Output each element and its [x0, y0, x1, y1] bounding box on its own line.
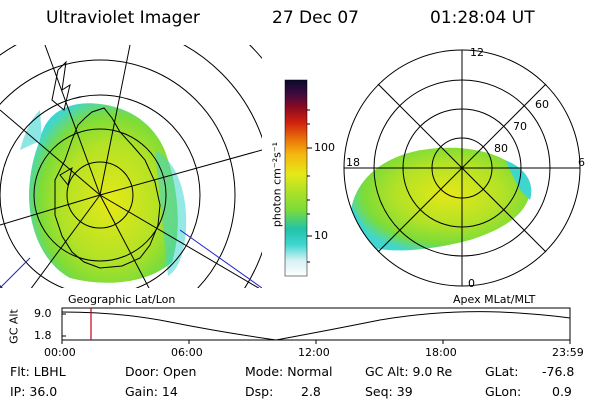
door-info: Door: Open [125, 364, 197, 379]
colorbar-unit-label: photon cm⁻²s⁻¹ [270, 141, 284, 228]
mlt-label-18: 18 [346, 156, 360, 169]
glon-value: 0.9 [552, 384, 572, 399]
dsp-label: Dsp: [245, 384, 274, 399]
altitude-plot [61, 307, 571, 344]
time-tick-1200: 12:00 [298, 346, 330, 359]
mode-info: Mode: Normal [245, 364, 333, 379]
antarctic-coastline [54, 107, 161, 269]
mlat-label-60: 60 [535, 98, 549, 111]
ip-info: IP: 36.0 [10, 384, 58, 399]
time-tick-0000: 00:00 [44, 346, 76, 359]
time-tick-1800: 18:00 [425, 346, 457, 359]
date-label: 27 Dec 07 [272, 8, 359, 28]
seq-info: Seq: 39 [365, 384, 413, 399]
dsp-value: 2.8 [301, 384, 321, 399]
colorbar-ticks [307, 109, 312, 263]
instrument-title: Ultraviolet Imager [46, 8, 200, 28]
time-label: 01:28:04 UT [430, 8, 535, 28]
mlat-label-70: 70 [513, 120, 527, 133]
colorbar-tick-100: 100 [314, 141, 335, 154]
geographic-map [0, 45, 262, 288]
glat-value: -76.8 [542, 364, 575, 379]
gain-info: Gain: 14 [125, 384, 178, 399]
colorbar-tick-10: 10 [314, 229, 328, 242]
mlt-polar-plot [343, 49, 581, 287]
time-tick-0600: 06:00 [171, 346, 203, 359]
mlt-label-0: 0 [468, 277, 475, 290]
altitude-axis-label: GC Alt [7, 309, 21, 344]
mlt-label-6: 6 [578, 156, 585, 169]
filter-info: Flt: LBHL [10, 364, 66, 379]
altitude-curve [61, 311, 571, 341]
mlt-label-12: 12 [470, 46, 484, 59]
mlt-aurora-emission [351, 147, 529, 251]
gc-alt-info: GC Alt: 9.0 Re [365, 364, 453, 379]
geo-aurora-emission [29, 103, 178, 283]
mlat-label-80: 80 [494, 142, 508, 155]
altitude-tick-9: 9.0 [34, 307, 52, 320]
colorbar [284, 79, 308, 277]
time-tick-2359: 23:59 [552, 346, 584, 359]
glon-label: GLon: [485, 384, 522, 399]
geographic-panel-label: Geographic Lat/Lon [68, 293, 176, 306]
glat-label: GLat: [485, 364, 519, 379]
mlt-panel-label: Apex MLat/MLT [453, 293, 536, 306]
altitude-tick-1-8: 1.8 [34, 329, 52, 342]
